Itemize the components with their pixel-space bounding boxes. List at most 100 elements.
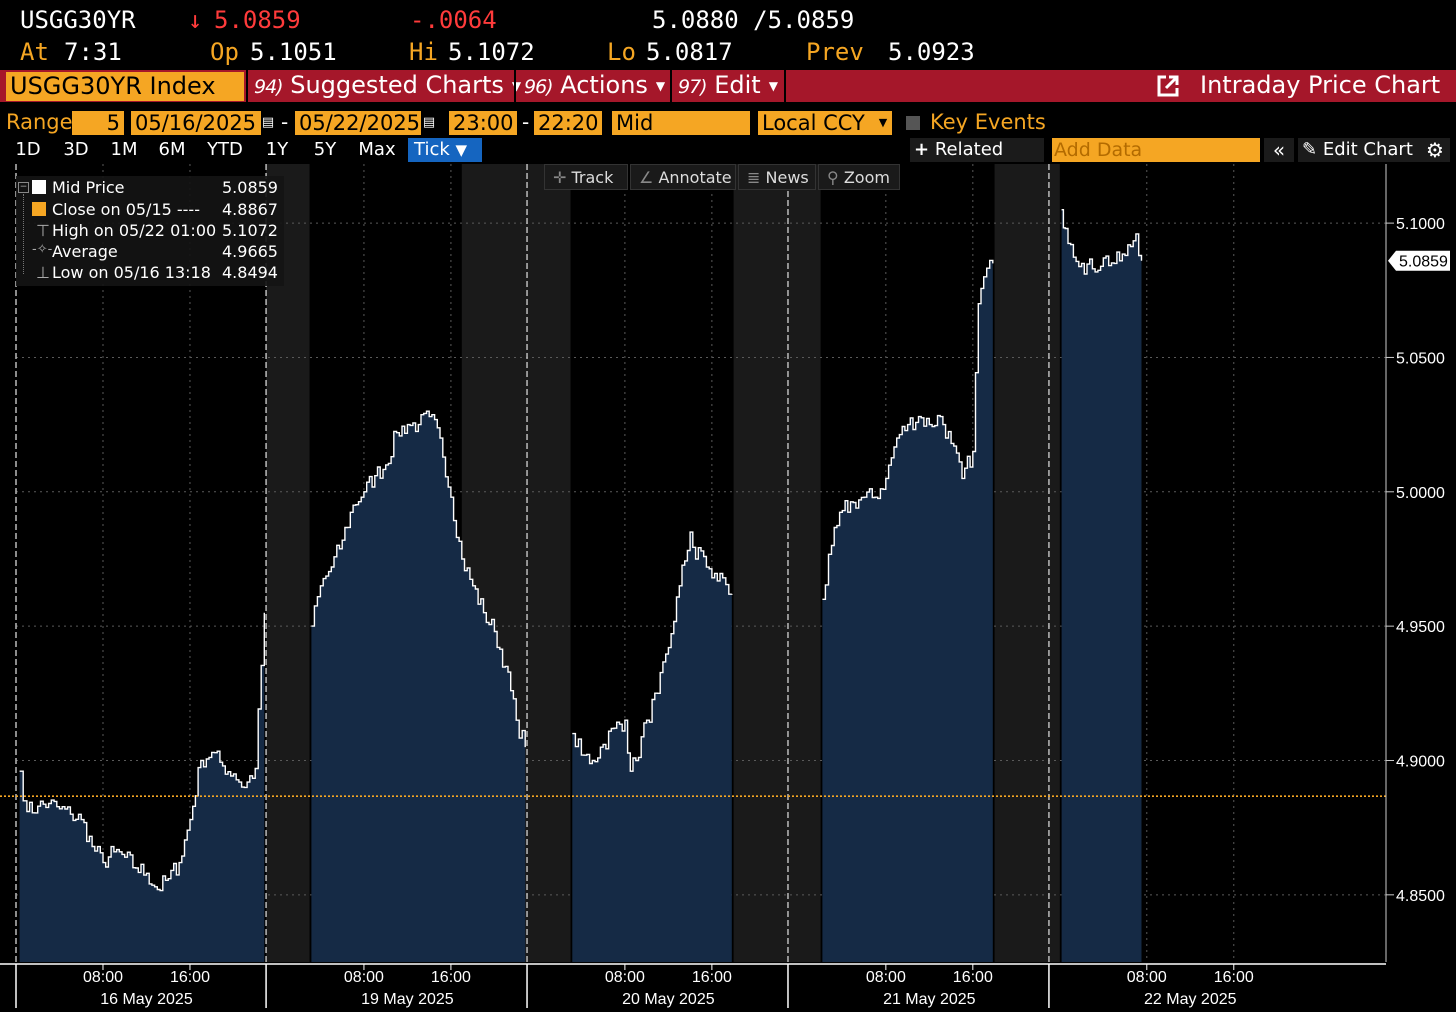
end-time-input[interactable]: 22:20 bbox=[534, 111, 602, 135]
pencil-icon: ∠ bbox=[639, 168, 654, 187]
plus-icon: + bbox=[914, 139, 930, 160]
price-area bbox=[19, 612, 265, 962]
legend-close-value: 4.8867 bbox=[222, 200, 278, 219]
y-tick-label: 4.8500 bbox=[1396, 888, 1445, 905]
y-tick-label: 5.0500 bbox=[1396, 350, 1445, 367]
y-tick-label: 4.9000 bbox=[1396, 753, 1445, 770]
net-change: -.0064 bbox=[410, 6, 497, 34]
magnifier-icon: ⚲ bbox=[827, 168, 839, 187]
last-value-tag bbox=[1388, 250, 1450, 271]
calendar-icon[interactable]: ▤ bbox=[422, 112, 436, 134]
price-line bbox=[1061, 209, 1143, 275]
tab-6m[interactable]: 6M bbox=[158, 139, 186, 160]
calendar-icon[interactable]: ▤ bbox=[261, 112, 275, 134]
low-label: Lo bbox=[607, 38, 636, 66]
tab-1m[interactable]: 1M bbox=[110, 139, 138, 160]
tab-tick[interactable]: Tick ▼ bbox=[408, 138, 482, 162]
price-line bbox=[572, 531, 733, 772]
x-tick-label: 08:00 bbox=[605, 969, 645, 986]
average-marker-icon: -✧- bbox=[32, 242, 53, 257]
last-price: 5.0859 bbox=[214, 6, 301, 34]
security-input[interactable]: USGG30YR Index bbox=[6, 72, 244, 101]
at-label: At bbox=[20, 38, 49, 66]
low-marker-icon: ⊥ bbox=[36, 263, 50, 282]
legend-low-value: 4.8494 bbox=[222, 263, 278, 282]
related-data-button[interactable]: + Related Dat: bbox=[910, 138, 1044, 162]
day-label: 20 May 2025 bbox=[622, 991, 715, 1008]
caret-down-icon: ▼ bbox=[768, 79, 778, 93]
price-line bbox=[19, 612, 265, 892]
intraday-price-chart[interactable]: 5.1000 5.0500 5.0000 4.9500 4.9000 4.8500 5.08… bbox=[0, 164, 1456, 1012]
day-label: 21 May 2025 bbox=[883, 991, 976, 1008]
key-events-checkbox[interactable] bbox=[906, 116, 920, 130]
caret-down-icon: ▼ bbox=[455, 141, 468, 159]
suggested-charts-menu[interactable]: 94) Suggested Charts ▼ bbox=[254, 71, 522, 99]
mid-price-swatch-icon bbox=[32, 180, 46, 194]
caret-down-icon: ▼ bbox=[655, 79, 666, 93]
x-tick-label: 08:00 bbox=[866, 969, 906, 986]
actions-menu[interactable]: 96) Actions ▼ bbox=[524, 71, 666, 99]
external-link-icon[interactable] bbox=[1156, 74, 1180, 98]
gear-icon[interactable]: ⚙ bbox=[1420, 138, 1450, 162]
price-area bbox=[822, 260, 993, 962]
price-line bbox=[822, 259, 994, 600]
pencil-icon: ✎ bbox=[1302, 139, 1318, 160]
range-label: Range bbox=[6, 110, 73, 134]
legend-mid-price-value: 5.0859 bbox=[222, 178, 278, 197]
key-events-label: Key Events bbox=[930, 110, 1046, 134]
x-tick-label: 08:00 bbox=[344, 969, 384, 986]
x-tick-label: 16:00 bbox=[953, 969, 993, 986]
high-value: 5.1072 bbox=[448, 38, 535, 66]
x-tick-label: 16:00 bbox=[170, 969, 210, 986]
start-date-input[interactable]: 05/16/2025 bbox=[131, 111, 261, 135]
annotate-tool[interactable]: ∠ Annotate bbox=[630, 164, 736, 190]
edit-menu[interactable]: 97) Edit ▼ bbox=[678, 71, 778, 99]
open-label: Op bbox=[210, 38, 239, 66]
tab-3d[interactable]: 3D bbox=[63, 139, 89, 160]
y-tick-label: 5.1000 bbox=[1396, 216, 1445, 233]
chevron-down-icon[interactable]: ▼ bbox=[874, 111, 892, 135]
start-time-input[interactable]: 23:00 bbox=[449, 111, 517, 135]
day-label: 22 May 2025 bbox=[1144, 991, 1237, 1008]
close-swatch-icon bbox=[32, 202, 46, 216]
news-tool[interactable]: ≣ News bbox=[738, 164, 816, 190]
x-tick-label: 08:00 bbox=[1127, 969, 1167, 986]
edit-chart-button[interactable]: ✎ Edit Chart bbox=[1298, 138, 1420, 162]
tab-1d[interactable]: 1D bbox=[15, 139, 41, 160]
add-data-input[interactable]: Add Data bbox=[1052, 138, 1260, 162]
legend-mid-price-label: Mid Price bbox=[52, 178, 125, 197]
x-tick-label: 16:00 bbox=[1214, 969, 1254, 986]
zoom-tool[interactable]: ⚲ Zoom bbox=[818, 164, 900, 190]
window-title: Intraday Price Chart bbox=[1200, 71, 1441, 99]
tab-max[interactable]: Max bbox=[358, 139, 396, 160]
tab-5y[interactable]: 5Y bbox=[313, 139, 337, 160]
track-tool[interactable]: ✛ Track bbox=[544, 164, 628, 190]
session-shade bbox=[733, 164, 821, 962]
collapse-icon[interactable]: « bbox=[1264, 138, 1294, 162]
high-marker-icon: ⊤ bbox=[36, 221, 50, 240]
end-date-input[interactable]: 05/22/2025 bbox=[295, 111, 421, 135]
tab-1y[interactable]: 1Y bbox=[265, 139, 289, 160]
legend-average-value: 4.9665 bbox=[222, 242, 278, 261]
legend-low-label: Low on 05/16 13:18 bbox=[52, 263, 211, 282]
y-tick-label: 4.9500 bbox=[1396, 619, 1445, 636]
prev-label: Prev bbox=[806, 38, 864, 66]
down-arrow-icon: ↓ bbox=[188, 6, 203, 34]
price-area bbox=[572, 532, 732, 962]
price-area bbox=[311, 411, 526, 962]
day-label: 16 May 2025 bbox=[100, 991, 193, 1008]
crosshair-icon: ✛ bbox=[553, 168, 567, 187]
collapse-legend-icon[interactable]: − bbox=[18, 182, 29, 193]
x-tick-label: 16:00 bbox=[692, 969, 732, 986]
legend-close-label: Close on 05/15 ---- bbox=[52, 200, 200, 219]
range-days-input[interactable]: 5 bbox=[72, 111, 124, 135]
legend-high-label: High on 05/22 01:00 bbox=[52, 221, 217, 240]
price-field-select[interactable]: Mid bbox=[612, 111, 750, 135]
session-shade bbox=[994, 164, 1060, 962]
prev-value: 5.0923 bbox=[888, 38, 975, 66]
session-shade bbox=[266, 164, 310, 962]
at-time: 7:31 bbox=[64, 38, 122, 66]
currency-select[interactable]: Local CCY bbox=[758, 111, 874, 135]
x-tick-label: 08:00 bbox=[83, 969, 123, 986]
tab-ytd[interactable]: YTD bbox=[207, 139, 243, 160]
